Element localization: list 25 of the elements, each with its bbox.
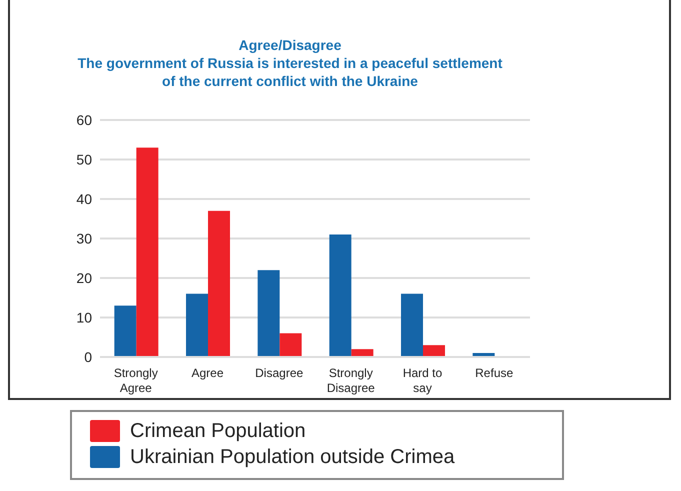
y-tick-label: 10: [76, 309, 92, 326]
bar: [280, 333, 302, 357]
bar: [208, 210, 230, 357]
bar: [186, 294, 208, 357]
y-tick-label: 40: [76, 190, 92, 207]
bar: [136, 148, 158, 357]
y-tick-label: 0: [84, 348, 92, 365]
bar: [258, 270, 280, 357]
x-tick-label: Agree: [191, 366, 224, 380]
y-tick-label: 50: [76, 151, 92, 168]
y-tick-label: 60: [76, 112, 92, 128]
bar: [423, 345, 445, 357]
x-tick-label: Hard to say: [402, 366, 442, 395]
bar: [114, 306, 136, 357]
bar: [401, 294, 423, 357]
x-tick-label: Strongly Agree: [114, 366, 158, 395]
legend-label: Crimean Population: [130, 420, 306, 442]
x-tick-label: Disagree: [255, 366, 304, 380]
x-tick-label: Refuse: [475, 366, 514, 380]
x-tick-label: Strongly Disagree: [326, 366, 376, 395]
bar: [329, 234, 352, 357]
legend-label: Ukrainian Population outside Crimea: [130, 446, 455, 468]
y-tick-label: 20: [76, 270, 92, 286]
y-tick-label: 30: [76, 230, 92, 246]
chart-title: Agree/Disagree The government of Russia is interested in a peaceful settlement of the current conflict with the Ukraine: [76, 36, 504, 90]
